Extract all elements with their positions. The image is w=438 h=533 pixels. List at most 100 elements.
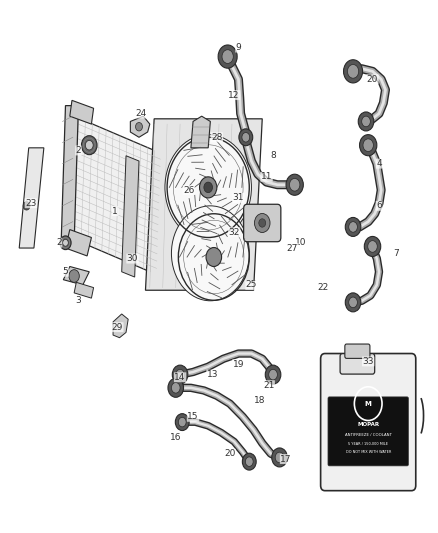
Text: DO NOT MIX WITH WATER: DO NOT MIX WITH WATER [346, 450, 391, 454]
Circle shape [269, 369, 277, 380]
Text: 8: 8 [270, 151, 276, 160]
Circle shape [364, 237, 381, 256]
Circle shape [176, 369, 184, 380]
Circle shape [343, 60, 363, 83]
Text: 28: 28 [211, 133, 223, 142]
Polygon shape [131, 116, 150, 138]
Text: 31: 31 [233, 193, 244, 203]
Polygon shape [191, 116, 210, 148]
Polygon shape [113, 314, 128, 338]
FancyBboxPatch shape [244, 204, 281, 241]
Circle shape [363, 139, 373, 151]
FancyBboxPatch shape [340, 353, 374, 374]
Text: 24: 24 [135, 109, 147, 118]
Text: 33: 33 [362, 357, 374, 366]
Circle shape [349, 297, 357, 308]
Circle shape [63, 239, 68, 246]
Text: 5: 5 [63, 267, 68, 276]
Text: 32: 32 [229, 228, 240, 237]
Circle shape [172, 365, 188, 384]
Text: 12: 12 [229, 91, 240, 100]
Text: 20: 20 [367, 75, 378, 84]
Text: ANTIFREEZE / COOLANT: ANTIFREEZE / COOLANT [345, 433, 392, 437]
Circle shape [242, 453, 256, 470]
Circle shape [242, 133, 250, 142]
Circle shape [259, 219, 266, 227]
Text: 2: 2 [56, 238, 62, 247]
Polygon shape [122, 156, 139, 277]
Polygon shape [70, 116, 161, 274]
Text: 4: 4 [376, 159, 382, 168]
Circle shape [135, 123, 142, 131]
Text: 10: 10 [295, 238, 307, 247]
Text: 27: 27 [287, 244, 298, 253]
Circle shape [206, 247, 222, 266]
Text: 18: 18 [254, 397, 266, 406]
FancyBboxPatch shape [321, 353, 416, 491]
Circle shape [362, 116, 371, 127]
Circle shape [218, 45, 237, 68]
Circle shape [239, 129, 253, 146]
Text: 7: 7 [393, 249, 399, 258]
Text: 30: 30 [127, 254, 138, 263]
Circle shape [171, 383, 180, 393]
Text: 23: 23 [25, 199, 37, 208]
FancyBboxPatch shape [328, 397, 408, 466]
Text: 13: 13 [207, 370, 218, 379]
Text: 14: 14 [174, 373, 186, 382]
Circle shape [175, 414, 189, 431]
Circle shape [222, 50, 233, 63]
Text: 20: 20 [224, 449, 236, 458]
Text: M: M [365, 401, 371, 407]
Text: 16: 16 [170, 433, 181, 442]
Text: 9: 9 [236, 43, 241, 52]
Circle shape [165, 135, 251, 240]
Text: 22: 22 [317, 283, 328, 292]
Circle shape [81, 136, 97, 155]
Text: 6: 6 [376, 201, 382, 211]
Polygon shape [70, 100, 94, 124]
Text: 17: 17 [280, 455, 292, 464]
Text: 5 YEAR / 150,000 MILE: 5 YEAR / 150,000 MILE [348, 442, 388, 446]
Polygon shape [145, 119, 262, 290]
Circle shape [345, 293, 361, 312]
Text: 15: 15 [187, 413, 199, 421]
Circle shape [358, 112, 374, 131]
Circle shape [290, 179, 300, 191]
Circle shape [286, 174, 304, 195]
Text: 29: 29 [112, 322, 123, 332]
Circle shape [349, 222, 357, 232]
Circle shape [200, 177, 217, 198]
Text: 19: 19 [233, 360, 244, 369]
Polygon shape [61, 106, 78, 243]
Circle shape [275, 452, 284, 463]
Circle shape [254, 214, 270, 232]
Circle shape [178, 417, 186, 427]
Polygon shape [74, 282, 94, 298]
Circle shape [272, 448, 287, 467]
Circle shape [171, 206, 249, 301]
Circle shape [168, 378, 184, 397]
Text: 2: 2 [76, 146, 81, 155]
Text: 3: 3 [76, 296, 81, 305]
Circle shape [69, 270, 79, 282]
Circle shape [23, 201, 30, 210]
Circle shape [360, 135, 377, 156]
Circle shape [347, 64, 359, 78]
Circle shape [368, 241, 377, 252]
Text: 26: 26 [183, 185, 194, 195]
Circle shape [245, 457, 253, 466]
Text: 21: 21 [263, 381, 275, 390]
Circle shape [204, 182, 212, 192]
Text: MOPAR: MOPAR [357, 422, 379, 427]
Polygon shape [19, 148, 44, 248]
Text: 11: 11 [261, 172, 272, 181]
Circle shape [60, 236, 71, 249]
Text: 1: 1 [112, 207, 118, 216]
FancyBboxPatch shape [345, 344, 370, 358]
Circle shape [85, 140, 93, 150]
Text: 25: 25 [246, 280, 257, 289]
Polygon shape [66, 230, 92, 256]
Polygon shape [64, 266, 89, 285]
Circle shape [265, 365, 281, 384]
